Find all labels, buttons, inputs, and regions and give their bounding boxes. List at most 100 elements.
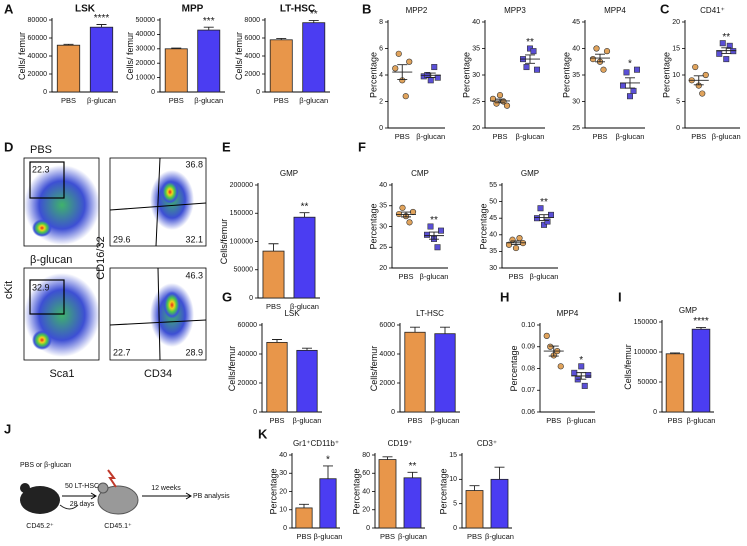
data-point: [512, 244, 520, 252]
data-point: [600, 66, 607, 73]
y-tick-label: 40000: [28, 53, 48, 60]
y-tick-label: 20000: [28, 71, 48, 78]
axes: [391, 183, 448, 269]
quadrant-value: 32.1: [185, 234, 203, 244]
data-point: [557, 363, 564, 370]
axes: [501, 183, 558, 269]
x-tick-label: PBS: [266, 302, 281, 311]
chart-title: MPP2: [406, 6, 428, 15]
y-tick-label: 55: [489, 182, 497, 189]
chart-title: LSK: [75, 4, 96, 15]
data-point: [406, 58, 413, 65]
axes: [684, 20, 740, 129]
sample-label: β-glucan: [30, 254, 72, 266]
mean-sem: [534, 214, 554, 221]
arrowhead: [90, 492, 97, 500]
y-axis-label: Cells/ femur: [234, 32, 244, 80]
panel-letter: K: [258, 426, 268, 441]
significance: **: [301, 201, 309, 212]
y-tick-label: 150000: [634, 319, 657, 326]
y-tick-label: 8000: [244, 17, 260, 24]
density: [32, 330, 52, 350]
y-tick-label: 8: [379, 19, 383, 26]
data-point: [406, 219, 413, 226]
significance: ****: [693, 316, 709, 327]
y-tick-label: 30: [489, 265, 497, 272]
y-tick-label: 4000: [379, 351, 395, 358]
data-point: [589, 55, 597, 63]
flow-plots: [23, 157, 207, 361]
error-bar: [670, 352, 680, 354]
axis-label: Sca1: [49, 368, 74, 380]
quadrant-lines: [109, 267, 207, 361]
y-axis-label: Cells/femur: [227, 346, 237, 392]
y-tick-label: 50000: [638, 379, 658, 386]
y-tick-label: 4: [379, 72, 383, 79]
donor-mouse: [20, 486, 60, 514]
data-point: [730, 48, 737, 55]
y-tick-label: 4000: [244, 53, 260, 60]
y-tick-label: 0: [379, 125, 383, 132]
axis-label: CD34: [144, 368, 172, 380]
x-tick-label: β-glucan: [687, 416, 716, 425]
x-tick-label: β-glucan: [87, 96, 116, 105]
y-tick-label: 6: [379, 45, 383, 52]
gate-value: 32.9: [32, 282, 50, 292]
data-point: [699, 90, 706, 97]
significance: **: [310, 9, 318, 20]
chart-title: CD3⁺: [477, 439, 497, 448]
x-tick-label: PBS: [61, 96, 76, 105]
x-tick-label: PBS: [492, 132, 507, 141]
quadrant-value: 29.6: [113, 234, 131, 244]
y-tick-label: 45: [572, 19, 580, 26]
data-point: [630, 87, 637, 94]
y-tick-label: 0: [151, 89, 155, 96]
sample-label: PBS: [30, 144, 52, 156]
chart-title: Gr1⁺CD11b⁺: [293, 439, 339, 448]
chart-title: GMP: [521, 169, 539, 178]
y-axis-label: Cells/femur: [219, 219, 229, 265]
x-tick-label: β-glucan: [290, 302, 319, 311]
irradiation: [107, 469, 117, 488]
x-tick-label: PBS: [592, 132, 607, 141]
error-bar: [96, 24, 107, 28]
y-tick-label: 100000: [230, 238, 253, 245]
y-tick-label: 0: [249, 295, 253, 302]
data-point: [723, 56, 730, 63]
bar: [378, 459, 397, 529]
bar: [319, 478, 337, 529]
quadrant-value: 36.8: [185, 159, 203, 169]
bar: [665, 353, 685, 413]
y-tick-label: 30000: [136, 46, 156, 53]
y-tick-label: 40000: [238, 351, 258, 358]
y-tick-label: 0.06: [521, 409, 535, 416]
y-tick-label: 35: [572, 72, 580, 79]
y-tick-label: 80000: [28, 17, 48, 24]
y-tick-label: 45: [489, 215, 497, 222]
data-point: [716, 50, 723, 57]
error-bar: [469, 485, 480, 491]
x-tick-label: PBS: [398, 272, 413, 281]
y-tick-label: 40: [489, 232, 497, 239]
chart-title: GMP: [679, 306, 697, 315]
y-tick-label: 40: [472, 19, 480, 26]
x-tick-label: β-glucan: [530, 272, 559, 281]
y-tick-label: 0: [256, 89, 260, 96]
data-point: [585, 372, 592, 379]
y-tick-label: 25: [379, 244, 387, 251]
data-point: [593, 45, 600, 52]
diagram-text: CD45.1⁺: [104, 523, 132, 530]
x-tick-label: β-glucan: [567, 416, 596, 425]
x-tick-label: β-glucan: [616, 132, 645, 141]
x-tick-label: PBS: [274, 96, 289, 105]
error-bar: [382, 456, 393, 460]
x-tick-label: β-glucan: [712, 132, 741, 141]
y-tick-label: 2000: [379, 380, 395, 387]
error-bar: [299, 212, 310, 218]
diagram-text: PBS or β-glucan: [20, 462, 71, 469]
x-tick-label: β-glucan: [398, 532, 427, 541]
panel-letter: C: [660, 1, 670, 16]
mouse-ear: [20, 483, 30, 493]
data-point: [626, 93, 633, 100]
